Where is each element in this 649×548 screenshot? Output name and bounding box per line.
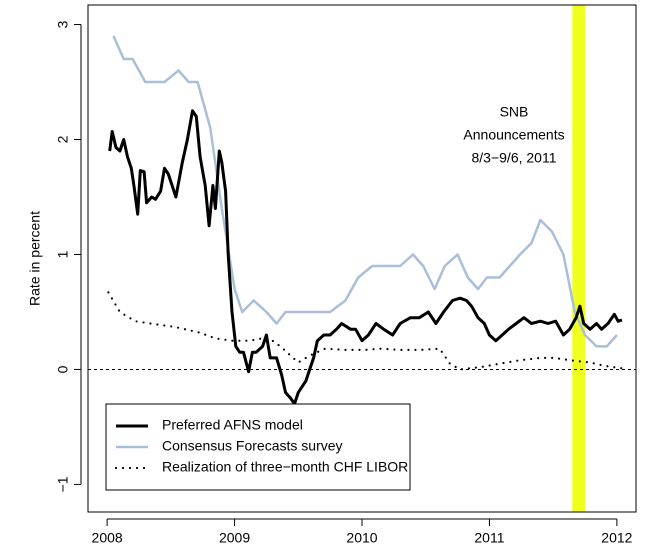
- y-tick-label: −1: [55, 476, 71, 492]
- x-tick-label: 2009: [219, 530, 250, 546]
- highlight-band: [572, 5, 586, 512]
- series-line: [112, 35, 618, 348]
- annotation: Announcements: [463, 127, 564, 143]
- x-tick-label: 2008: [92, 530, 123, 546]
- y-tick-label: 3: [55, 20, 71, 28]
- series-line: [107, 291, 624, 371]
- x-tick-label: 2010: [346, 530, 377, 546]
- annotation: 8/3−9/6, 2011: [472, 150, 557, 166]
- legend-label: Consensus Forecasts survey: [162, 438, 343, 454]
- annotation: SNB: [500, 104, 529, 120]
- series-line: [108, 109, 623, 406]
- plot-frame: [87, 4, 637, 513]
- legend-label: Realization of three−month CHF LIBOR: [162, 459, 408, 475]
- y-tick-label: 1: [55, 250, 71, 258]
- y-tick-label: 0: [55, 365, 71, 373]
- y-axis-label: Rate in percent: [27, 211, 43, 306]
- x-tick-label: 2012: [601, 530, 632, 546]
- legend-box: [105, 403, 411, 491]
- x-tick-label: 2011: [474, 530, 504, 546]
- y-tick-label: 2: [55, 135, 71, 143]
- legend-label: Preferred AFNS model: [162, 417, 303, 433]
